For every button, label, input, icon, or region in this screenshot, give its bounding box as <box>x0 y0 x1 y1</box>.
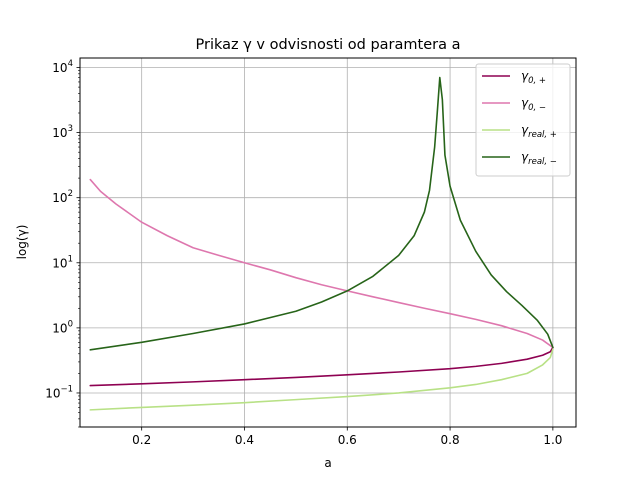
axis-ticks: 0.2 0.4 0.6 0.8 1.0 10−1 100 101 102 103 104 <box>45 59 562 447</box>
y-tick-label: 10−1 <box>45 384 73 400</box>
chart-title: Prikaz γ v odvisnosti od paramtera a <box>196 37 461 53</box>
legend-box <box>475 63 571 177</box>
x-axis-label: a <box>324 456 331 470</box>
x-tick-label: 0.8 <box>441 433 460 447</box>
y-tick-label: 104 <box>52 59 73 75</box>
y-axis-label: log(γ) <box>15 225 29 260</box>
series-line-3 <box>89 348 554 411</box>
plot-frame <box>79 57 577 428</box>
legend: γ0, + γ0, − γreal, + γreal, − <box>475 63 571 177</box>
legend-label: γ0, + <box>521 69 546 86</box>
legend-label: γ0, − <box>521 96 546 113</box>
series-lines <box>89 76 554 411</box>
y-tick-label: 100 <box>52 319 73 335</box>
series-line-4 <box>89 76 554 351</box>
legend-label: γreal, + <box>521 123 557 140</box>
x-tick-label: 0.4 <box>235 433 254 447</box>
series-line-1 <box>89 346 554 387</box>
legend-label: γreal, − <box>521 150 557 167</box>
y-tick-label: 102 <box>52 189 73 205</box>
y-tick-label: 103 <box>52 124 73 140</box>
y-tick-label: 101 <box>52 254 73 270</box>
x-tick-label: 0.2 <box>132 433 151 447</box>
x-tick-label: 0.6 <box>338 433 357 447</box>
series-line-2 <box>89 178 554 349</box>
x-tick-label: 1.0 <box>543 433 562 447</box>
